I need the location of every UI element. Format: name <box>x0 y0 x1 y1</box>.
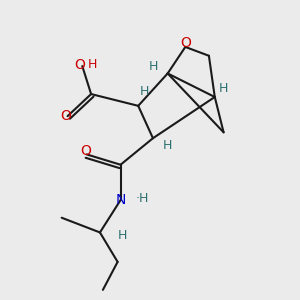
Text: H: H <box>140 85 149 98</box>
Text: H: H <box>163 139 172 152</box>
Text: O: O <box>74 58 85 72</box>
Text: O: O <box>180 35 191 50</box>
Text: N: N <box>116 193 126 207</box>
Text: O: O <box>80 145 91 158</box>
Text: O: O <box>61 109 71 123</box>
Text: H: H <box>117 229 127 242</box>
Text: H: H <box>148 60 158 73</box>
Text: H: H <box>88 58 97 71</box>
Text: H: H <box>219 82 228 95</box>
Text: ·H: ·H <box>135 192 149 205</box>
